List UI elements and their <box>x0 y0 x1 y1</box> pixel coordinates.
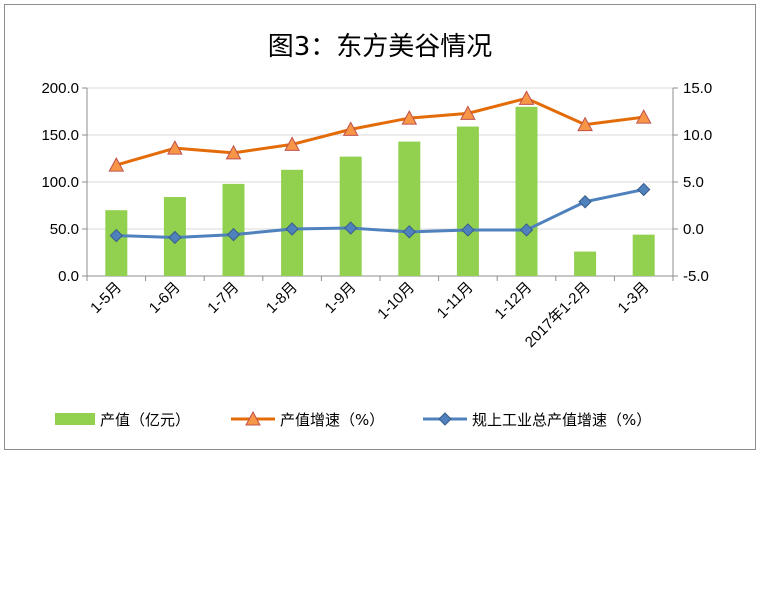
industrial-growth-point <box>578 195 592 209</box>
right-axis-tick-label: 5.0 <box>683 174 704 191</box>
legend-bar-swatch <box>55 413 95 425</box>
chart-frame: 图3：东方美谷情况 0.0 50.0 100.0 150.0 200.0 -5.0 0.0 5.… <box>4 4 756 450</box>
industrial-growth-point <box>343 221 358 235</box>
industrial-growth-point <box>519 223 534 237</box>
right-axis-tick-label: 10.0 <box>683 127 712 144</box>
x-axis-category-label: 1-3月 <box>615 279 653 317</box>
output-growth-point <box>342 121 359 136</box>
bar <box>574 251 597 276</box>
bar <box>105 210 128 276</box>
bar <box>456 126 479 276</box>
output-growth-point <box>284 136 300 151</box>
output-growth-point <box>577 116 593 132</box>
output-growth-point <box>518 90 535 105</box>
output-growth-point <box>635 109 652 124</box>
x-axis-category-label: 1-6月 <box>146 279 184 317</box>
x-axis-category-label: 1-5月 <box>87 279 125 317</box>
industrial-growth-point <box>461 223 475 237</box>
x-axis-category-label: 1-10月 <box>374 279 418 323</box>
x-axis-category-label: 1-8月 <box>263 279 301 317</box>
bar <box>398 141 421 276</box>
legend-label: 产值（亿元） <box>100 411 190 429</box>
legend-label: 产值增速（%） <box>280 411 384 429</box>
legend-label: 规上工业总产值增速（%） <box>472 411 651 429</box>
x-axis-category-label: 1-7月 <box>204 279 242 317</box>
left-axis-tick-label: 200.0 <box>41 80 79 97</box>
industrial-growth-point <box>636 182 651 197</box>
right-axis-tick-label: 0.0 <box>683 221 704 238</box>
bar <box>632 234 655 276</box>
output-growth-point <box>108 157 125 172</box>
right-axis-tick-label: 15.0 <box>683 80 712 97</box>
left-axis-tick-label: 150.0 <box>41 127 79 144</box>
industrial-growth-point <box>226 227 241 242</box>
output-growth-point <box>225 144 242 160</box>
output-growth-point <box>401 110 418 125</box>
left-axis-tick-label: 50.0 <box>50 221 79 238</box>
bar <box>515 106 538 276</box>
output-growth-point <box>460 105 476 120</box>
industrial-growth-series-line <box>116 188 645 239</box>
industrial-growth-point <box>402 225 417 239</box>
legend-output-growth-point <box>245 410 261 426</box>
industrial-growth-point <box>168 230 182 245</box>
industrial-growth-point <box>109 228 124 243</box>
chart-svg: 图3：东方美谷情况 0.0 50.0 100.0 150.0 200.0 -5.0 0.0 5.… <box>41 32 712 429</box>
x-axis-category-label: 1-12月 <box>491 279 535 323</box>
chart-title: 图3：东方美谷情况 <box>268 32 493 62</box>
output-growth-series-line <box>115 96 644 167</box>
bar <box>339 156 362 276</box>
left-axis-tick-label: 100.0 <box>41 174 79 191</box>
legend-industrial-growth-point <box>438 412 452 426</box>
x-axis-category-label: 1-11月 <box>434 279 477 322</box>
left-axis-tick-label: 0.0 <box>58 268 79 285</box>
x-axis-category-label: 1-9月 <box>322 279 360 317</box>
right-axis-tick-label: -5.0 <box>683 268 709 285</box>
output-growth-point <box>167 140 183 155</box>
industrial-growth-point <box>285 222 299 236</box>
